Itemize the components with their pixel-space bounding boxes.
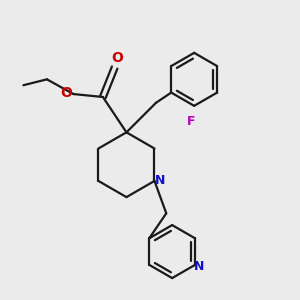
- Text: N: N: [194, 260, 205, 273]
- Text: N: N: [154, 174, 165, 188]
- Text: O: O: [112, 51, 124, 64]
- Text: O: O: [60, 85, 72, 100]
- Text: F: F: [187, 115, 196, 128]
